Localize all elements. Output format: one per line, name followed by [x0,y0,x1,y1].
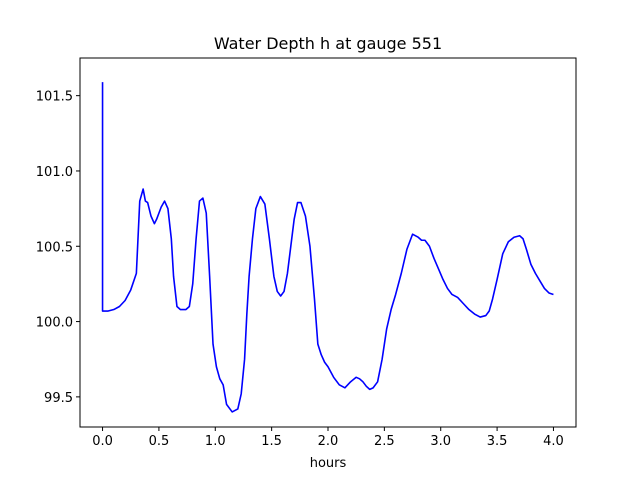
x-tick-label: 0.5 [149,434,170,449]
y-tick-label: 101.5 [36,90,73,105]
x-axis: 0.0 0.5 1.0 1.5 2.0 2.5 3.0 3.5 4.0 [92,427,564,449]
x-tick-label: 2.0 [318,434,339,449]
x-tick-label: 2.5 [374,434,395,449]
series-line-0 [101,82,554,413]
x-tick-label: 1.5 [261,434,282,449]
y-tick-label: 101.0 [36,165,73,180]
y-tick-label: 99.5 [44,391,73,406]
x-tick-label: 3.0 [430,434,451,449]
x-tick-label: 3.5 [487,434,508,449]
x-axis-label: hours [310,456,347,471]
y-tick-label: 100.0 [36,316,73,331]
plot-frame [79,57,577,428]
chart-title: Water Depth h at gauge 551 [214,34,442,53]
x-tick-label: 0.0 [92,434,113,449]
y-tick-label: 100.5 [36,240,73,255]
x-tick-label: 1.0 [205,434,226,449]
x-tick-label: 4.0 [543,434,564,449]
plot-area [101,82,554,413]
y-axis: 99.5 100.0 100.5 101.0 101.5 [36,90,80,406]
